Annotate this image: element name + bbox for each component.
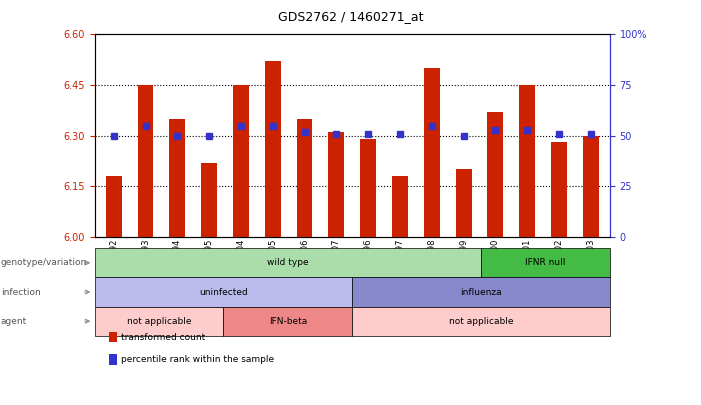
Bar <box>328 132 344 237</box>
Text: wild type: wild type <box>267 258 308 267</box>
Bar <box>456 169 472 237</box>
Text: transformed count: transformed count <box>121 333 205 342</box>
Bar <box>224 307 353 336</box>
Text: IFN-beta: IFN-beta <box>268 317 307 326</box>
Bar <box>487 112 503 237</box>
Bar <box>95 307 224 336</box>
Bar <box>265 62 280 237</box>
Bar <box>481 248 610 277</box>
Text: agent: agent <box>1 317 27 326</box>
Bar <box>519 85 535 237</box>
Bar <box>392 176 408 237</box>
Text: IFNR null: IFNR null <box>525 258 566 267</box>
Bar <box>583 136 599 237</box>
Bar <box>353 307 610 336</box>
Text: not applicable: not applicable <box>449 317 513 326</box>
Text: GDS2762 / 1460271_at: GDS2762 / 1460271_at <box>278 10 423 23</box>
Bar <box>137 85 154 237</box>
Text: uninfected: uninfected <box>199 288 248 296</box>
Text: infection: infection <box>1 288 41 296</box>
Bar <box>551 143 567 237</box>
Bar <box>353 277 610 307</box>
Bar <box>95 248 481 277</box>
Bar <box>95 277 353 307</box>
Bar <box>424 68 440 237</box>
Text: influenza: influenza <box>461 288 502 296</box>
Bar <box>201 163 217 237</box>
Bar <box>170 119 185 237</box>
Bar <box>297 119 313 237</box>
Bar <box>106 176 122 237</box>
Text: genotype/variation: genotype/variation <box>1 258 87 267</box>
Text: percentile rank within the sample: percentile rank within the sample <box>121 355 274 364</box>
Text: not applicable: not applicable <box>127 317 191 326</box>
Bar <box>233 85 249 237</box>
Bar <box>360 139 376 237</box>
